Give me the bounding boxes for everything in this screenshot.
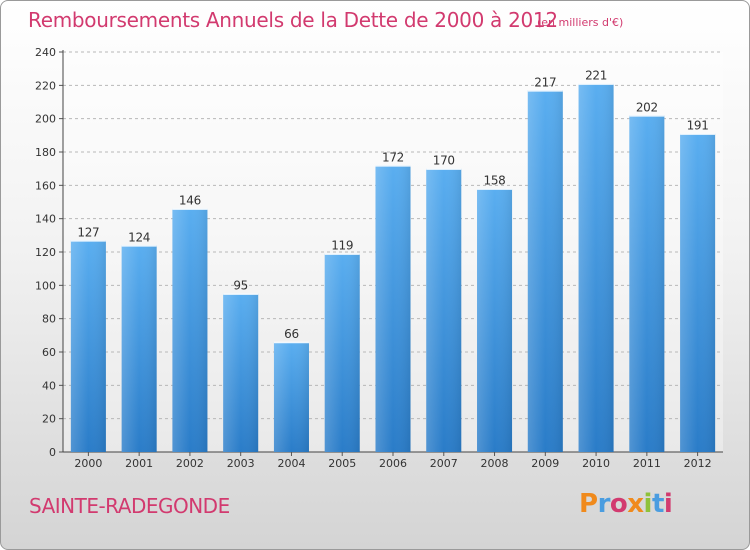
bar [324, 253, 360, 452]
y-tick-label: 200 [35, 113, 56, 126]
bar [680, 133, 716, 452]
bar [223, 293, 259, 452]
data-label: 217 [534, 75, 556, 89]
y-tick-label: 100 [35, 279, 56, 292]
x-tick-label: 2001 [125, 457, 153, 470]
logo-letter: i [663, 489, 673, 519]
logo-letter: o [609, 489, 628, 519]
logo-letter: x [627, 489, 644, 519]
bar-shade [223, 293, 259, 452]
x-tick-label: 2000 [74, 457, 102, 470]
data-label: 221 [585, 69, 607, 83]
bar-shade [172, 208, 208, 452]
y-tick-label: 120 [35, 246, 56, 259]
bar-shade [680, 133, 716, 452]
bar-shade [121, 245, 157, 452]
bar [273, 341, 309, 452]
x-tick-label: 2007 [430, 457, 458, 470]
bar [629, 115, 665, 452]
x-tick-label: 2003 [227, 457, 255, 470]
chart-title: Remboursements Annuels de la Dette de 20… [28, 8, 558, 32]
x-tick-label: 2008 [481, 457, 509, 470]
y-tick-label: 0 [49, 446, 56, 459]
data-label: 95 [233, 279, 248, 293]
x-tick-label: 2012 [684, 457, 712, 470]
data-labels: 127 124 146 95 66 119 172 170 158 217 221 202 191 [77, 69, 709, 341]
y-tick-label: 80 [42, 313, 56, 326]
y-tick-label: 140 [35, 213, 56, 226]
x-tick-label: 2009 [531, 457, 559, 470]
bar [477, 188, 513, 452]
bar-shade [324, 253, 360, 452]
bar [375, 165, 411, 453]
data-label: 172 [382, 150, 404, 164]
bar [578, 83, 614, 453]
logo-letter: t [651, 489, 664, 519]
data-label: 191 [687, 119, 709, 133]
bars [70, 83, 716, 453]
data-label: 124 [128, 230, 150, 244]
y-tick-label: 40 [42, 379, 56, 392]
y-tick-label: 180 [35, 146, 56, 159]
x-tick-label: 2011 [633, 457, 661, 470]
bar-shade [527, 90, 563, 452]
proxiti-logo: Proxiti [579, 489, 673, 519]
x-tick-label: 2006 [379, 457, 407, 470]
bar-shade [375, 165, 411, 453]
bar [527, 90, 563, 452]
bar [121, 245, 157, 452]
bar [70, 240, 106, 452]
bar [172, 208, 208, 452]
data-label: 119 [331, 239, 353, 253]
y-tick-label: 60 [42, 346, 56, 359]
bar-shade [578, 83, 614, 453]
logo-letter: P [579, 489, 598, 519]
data-label: 66 [284, 327, 299, 341]
bar-shade [426, 168, 462, 452]
x-tick-label: 2002 [176, 457, 204, 470]
logo-letter: i [643, 489, 653, 519]
place-name: SAINTE-RADEGONDE [29, 494, 230, 518]
data-label: 127 [77, 225, 99, 239]
bar-shade [629, 115, 665, 452]
data-label: 170 [433, 154, 455, 168]
axes: 0 20 40 60 80 100 120 140 160 180 200 220 240 2000 200… [35, 46, 723, 470]
bar-shade [477, 188, 513, 452]
data-label: 158 [484, 174, 506, 188]
y-tick-label: 220 [35, 79, 56, 92]
x-tick-label: 2005 [328, 457, 356, 470]
data-label: 202 [636, 100, 658, 114]
bar-shade [273, 342, 309, 452]
data-label: 146 [179, 194, 201, 208]
x-tick-label: 2010 [582, 457, 610, 470]
bar-shade [70, 240, 106, 452]
bar [426, 168, 462, 452]
y-tick-label: 240 [35, 46, 56, 59]
y-tick-label: 160 [35, 179, 56, 192]
logo-letter: r [597, 489, 611, 519]
x-tick-label: 2004 [277, 457, 305, 470]
y-tick-label: 20 [42, 413, 56, 426]
chart-subtitle: (en milliers d'€) [537, 16, 624, 29]
